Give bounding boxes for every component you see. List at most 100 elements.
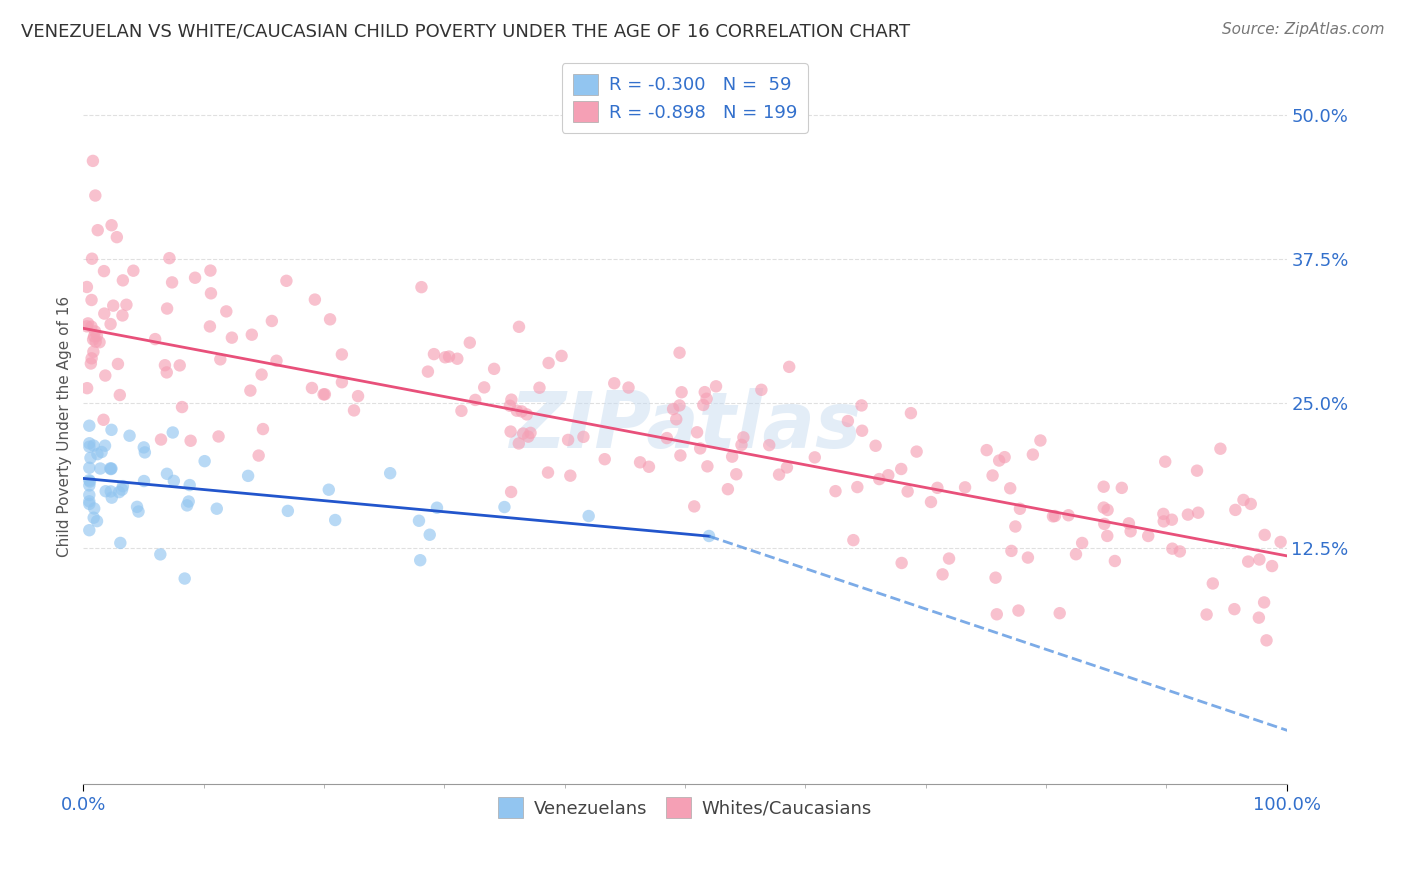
Point xyxy=(751,383,773,397)
Point xyxy=(84,188,107,202)
Point xyxy=(508,319,530,334)
Point xyxy=(134,445,156,459)
Point xyxy=(1064,547,1087,561)
Point xyxy=(408,514,430,528)
Point xyxy=(1168,544,1191,558)
Point xyxy=(304,293,326,307)
Point xyxy=(1153,515,1175,529)
Point xyxy=(671,385,693,400)
Point xyxy=(143,332,166,346)
Point xyxy=(512,426,534,441)
Point xyxy=(1097,503,1119,517)
Point xyxy=(111,479,134,493)
Point xyxy=(93,307,115,321)
Point xyxy=(312,387,335,401)
Point xyxy=(851,399,873,413)
Point xyxy=(506,403,529,417)
Point xyxy=(79,473,101,487)
Point xyxy=(824,484,846,499)
Point xyxy=(80,319,103,334)
Point xyxy=(804,450,827,465)
Point xyxy=(953,480,976,494)
Point xyxy=(517,429,540,443)
Point xyxy=(617,380,640,394)
Point xyxy=(1017,550,1039,565)
Point xyxy=(103,299,125,313)
Point xyxy=(976,443,998,458)
Point xyxy=(79,436,101,450)
Point xyxy=(156,301,179,316)
Point xyxy=(100,491,122,505)
Point xyxy=(692,398,714,412)
Point xyxy=(1111,481,1133,495)
Point xyxy=(846,480,869,494)
Point xyxy=(149,548,172,562)
Point xyxy=(250,368,273,382)
Point xyxy=(696,392,718,406)
Point xyxy=(669,449,692,463)
Point xyxy=(472,380,495,394)
Point xyxy=(108,485,131,500)
Point xyxy=(1137,529,1160,543)
Point xyxy=(501,392,523,407)
Point xyxy=(1160,513,1182,527)
Point xyxy=(169,359,191,373)
Point xyxy=(593,452,616,467)
Point xyxy=(160,276,183,290)
Point xyxy=(205,501,228,516)
Point xyxy=(419,527,441,541)
Point xyxy=(87,223,110,237)
Point xyxy=(890,462,912,476)
Point xyxy=(897,484,920,499)
Point xyxy=(603,376,626,391)
Point xyxy=(1092,480,1115,494)
Point xyxy=(118,428,141,442)
Point xyxy=(1177,508,1199,522)
Point xyxy=(79,494,101,508)
Point xyxy=(100,218,122,232)
Point xyxy=(93,264,115,278)
Point xyxy=(730,438,752,452)
Point xyxy=(638,459,661,474)
Point xyxy=(877,468,900,483)
Point xyxy=(76,381,98,395)
Point xyxy=(82,344,104,359)
Point xyxy=(721,450,744,464)
Point xyxy=(837,414,859,428)
Point xyxy=(409,553,432,567)
Point xyxy=(90,445,112,459)
Text: VENEZUELAN VS WHITE/CAUCASIAN CHILD POVERTY UNDER THE AGE OF 16 CORRELATION CHAR: VENEZUELAN VS WHITE/CAUCASIAN CHILD POVE… xyxy=(21,22,910,40)
Point xyxy=(662,402,685,417)
Point xyxy=(1240,497,1263,511)
Point xyxy=(86,514,108,528)
Point xyxy=(82,153,104,168)
Point xyxy=(1118,516,1140,531)
Point xyxy=(198,319,221,334)
Point xyxy=(446,351,468,366)
Point xyxy=(240,327,263,342)
Point xyxy=(550,349,572,363)
Point xyxy=(1092,500,1115,515)
Point xyxy=(76,319,98,334)
Point xyxy=(83,501,105,516)
Point xyxy=(252,422,274,436)
Point xyxy=(1049,606,1071,620)
Point xyxy=(79,418,101,433)
Point xyxy=(1209,442,1232,456)
Point xyxy=(100,461,122,475)
Point xyxy=(184,270,207,285)
Point xyxy=(89,461,111,475)
Point xyxy=(180,434,202,448)
Text: ZIPatlas: ZIPatlas xyxy=(509,389,860,465)
Point xyxy=(150,433,173,447)
Point xyxy=(80,252,103,266)
Point xyxy=(236,468,259,483)
Point xyxy=(200,263,222,277)
Point xyxy=(1202,576,1225,591)
Point xyxy=(79,475,101,489)
Point xyxy=(108,388,131,402)
Point xyxy=(1022,448,1045,462)
Point xyxy=(516,408,538,422)
Point xyxy=(1187,506,1209,520)
Point xyxy=(266,353,288,368)
